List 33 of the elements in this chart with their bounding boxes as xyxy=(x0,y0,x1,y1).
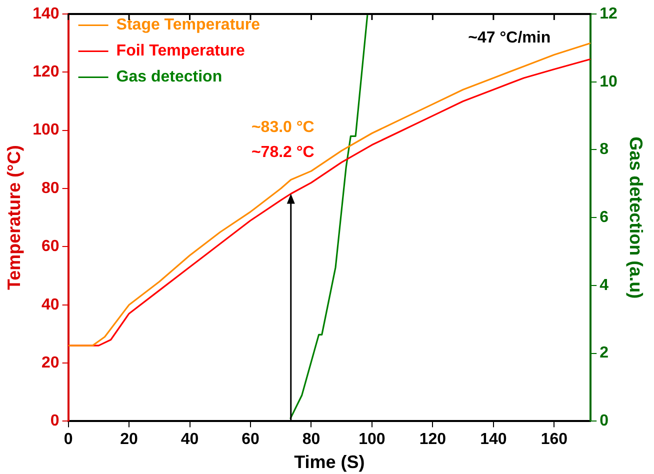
x-tick-label: 0 xyxy=(64,431,73,448)
x-tick-label: 80 xyxy=(302,431,320,448)
y2-tick-label: 6 xyxy=(600,209,609,226)
y2-axis-title: Gas detection (a.u) xyxy=(626,136,646,299)
y-tick-label: 120 xyxy=(32,64,60,81)
x-tick-label: 60 xyxy=(242,431,260,448)
y-tick-label: 80 xyxy=(42,180,60,197)
y-tick-label: 100 xyxy=(32,122,60,139)
legend-label: Stage Temperature xyxy=(116,16,260,34)
y-tick-label: 140 xyxy=(32,5,60,22)
y2-tick-label: 2 xyxy=(600,344,609,362)
x-tick-label: 20 xyxy=(120,431,138,448)
y-tick-label: 40 xyxy=(42,296,60,314)
y2-tick-label: 0 xyxy=(600,412,609,430)
annotation: ~83.0 °C xyxy=(251,119,315,136)
x-tick-label: 40 xyxy=(180,431,199,448)
y2-tick-label: 8 xyxy=(600,141,609,158)
legend-label: Foil Temperature xyxy=(116,42,246,60)
x-tick-label: 160 xyxy=(540,431,568,448)
x-axis-title: Time (S) xyxy=(294,452,365,472)
y-axis-title: Temperature (°C) xyxy=(4,145,24,290)
legend-label: Gas detection xyxy=(116,68,222,86)
y-tick-label: 20 xyxy=(42,354,60,372)
x-tick-label: 120 xyxy=(419,431,446,448)
y-tick-label: 60 xyxy=(42,238,60,256)
annotation: ~47 °C/min xyxy=(468,29,551,46)
y2-tick-label: 10 xyxy=(600,73,618,90)
x-tick-label: 140 xyxy=(480,431,507,448)
annotation: ~78.2 °C xyxy=(251,144,315,162)
y2-tick-label: 12 xyxy=(600,5,618,22)
x-tick-label: 100 xyxy=(358,431,386,448)
y-tick-label: 0 xyxy=(50,412,60,430)
y2-tick-label: 4 xyxy=(600,276,609,294)
